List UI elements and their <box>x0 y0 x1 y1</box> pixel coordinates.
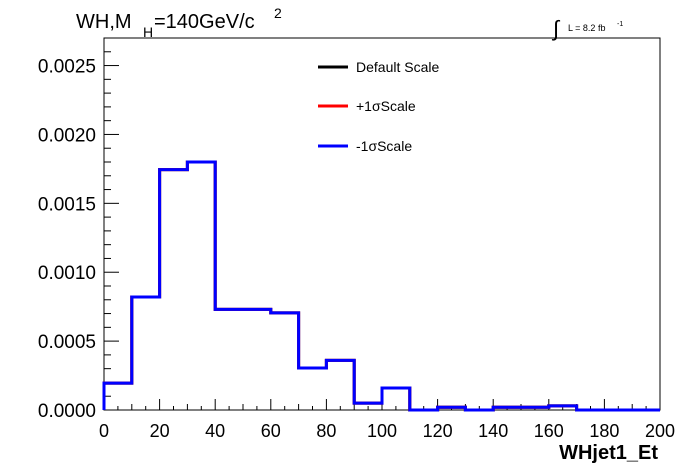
x-axis-title: WHjet1_Et <box>559 442 658 464</box>
x-tick-label: 60 <box>261 421 281 441</box>
y-tick-label: 0.0020 <box>38 125 96 146</box>
x-tick-label: 160 <box>534 421 564 441</box>
title-value: =140GeV/c <box>154 11 255 33</box>
y-tick-label: 0.0015 <box>38 194 96 215</box>
series-line-2 <box>102 160 660 412</box>
integral-symbol: ∫ <box>551 16 561 41</box>
x-tick-label: 120 <box>423 421 453 441</box>
series-layer <box>102 160 660 412</box>
legend-label-plus1sigma: +1σScale <box>356 98 416 114</box>
x-tick-label: 40 <box>205 421 225 441</box>
x-tick-label: 140 <box>478 421 508 441</box>
x-tick-label: 0 <box>99 421 109 441</box>
x-tick-label: 200 <box>645 421 675 441</box>
y-axis-ticks <box>104 37 119 411</box>
legend-label-default: Default Scale <box>356 59 439 75</box>
x-axis-tick-labels: 0 20 40 60 80 100 120 140 160 180 200 <box>99 421 675 441</box>
chart-title: WH,M H =140GeV/c 2 <box>76 5 282 40</box>
y-tick-label: 0.0010 <box>38 263 96 284</box>
series-line-1 <box>102 160 660 412</box>
title-main: WH,M <box>76 11 132 33</box>
legend-label-minus1sigma: -1σScale <box>356 138 412 154</box>
plot-frame <box>103 37 661 411</box>
title-superscript: 2 <box>274 5 282 21</box>
x-tick-label: 20 <box>150 421 170 441</box>
y-axis-tick-labels: 0.0000 0.0005 0.0010 0.0015 0.0020 0.0025 <box>38 57 96 422</box>
legend: Default Scale +1σScale -1σScale <box>318 59 439 154</box>
y-tick-label: 0.0025 <box>38 57 96 78</box>
y-tick-label: 0.0005 <box>38 332 96 353</box>
luminosity-text: L = 8.2 fb <box>568 23 605 33</box>
y-tick-label: 0.0000 <box>38 401 96 422</box>
x-tick-label: 180 <box>589 421 619 441</box>
series-line-0 <box>102 160 660 412</box>
x-tick-label: 100 <box>367 421 397 441</box>
title-subscript: H <box>143 24 153 40</box>
luminosity-annotation: ∫ L = 8.2 fb -1 <box>551 16 623 41</box>
x-tick-label: 80 <box>316 421 336 441</box>
luminosity-superscript: -1 <box>617 21 623 28</box>
